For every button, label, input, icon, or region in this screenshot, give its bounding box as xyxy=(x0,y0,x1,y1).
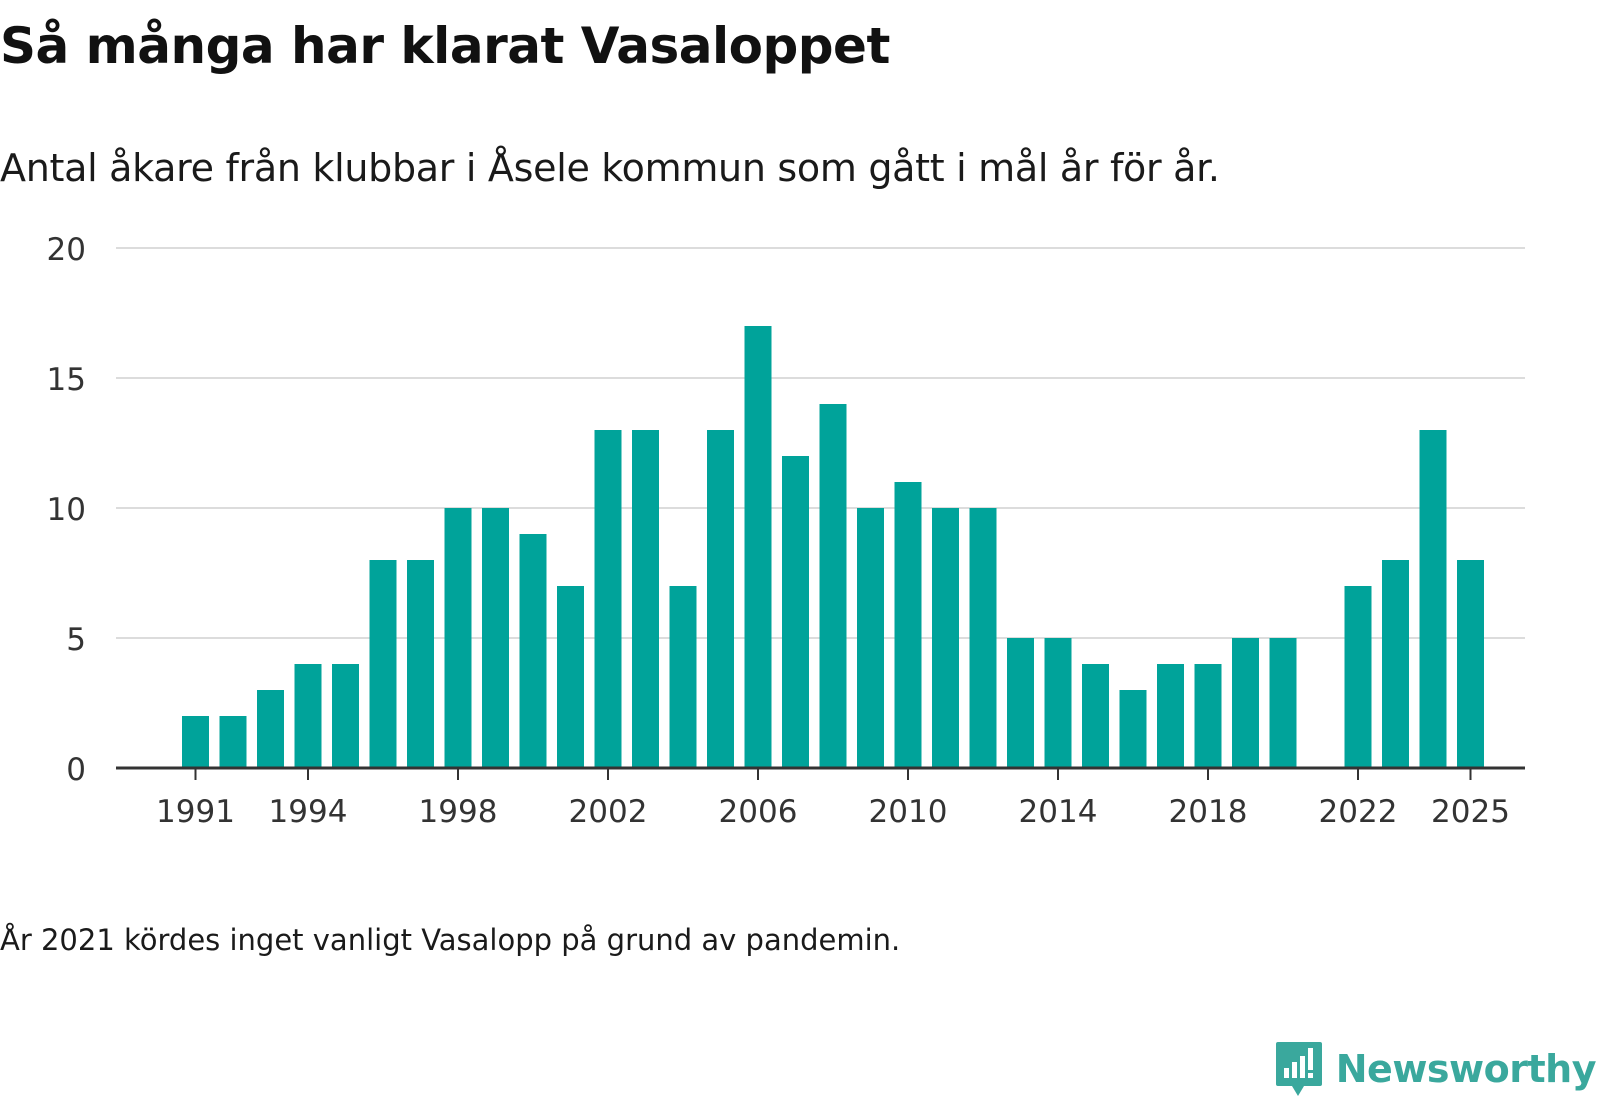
chart-title: Så många har klarat Vasaloppet xyxy=(0,17,890,75)
bar-2001 xyxy=(557,586,584,768)
bar-chart: 0 5 10 15 20 1991 1994 1998 2002 2006 2010 2014 201… xyxy=(47,232,1525,830)
bar-2018 xyxy=(1194,664,1222,768)
x-tick-label: 2010 xyxy=(869,794,948,830)
bar-1993 xyxy=(257,690,284,768)
bar-2004 xyxy=(669,586,697,768)
bar-2017 xyxy=(1157,664,1184,768)
newsworthy-logo-icon xyxy=(1275,1042,1322,1096)
brand-logo: Newsworthy xyxy=(1274,1040,1597,1098)
bar-2014 xyxy=(1044,638,1072,768)
bar-1998 xyxy=(444,508,472,768)
bar-2007 xyxy=(782,456,809,768)
bar-1999 xyxy=(482,508,509,768)
bar-2010 xyxy=(894,482,922,768)
x-tick-label: 1991 xyxy=(156,794,235,830)
bar-1995 xyxy=(332,664,359,768)
y-tick-label: 10 xyxy=(47,492,86,528)
bar-2023 xyxy=(1382,560,1409,768)
bar-2008 xyxy=(819,404,847,768)
chart-subtitle: Antal åkare från klubbar i Åsele kommun … xyxy=(0,146,1220,190)
bar-2016 xyxy=(1119,690,1147,768)
x-tick-label: 2025 xyxy=(1431,794,1510,830)
bar-1994 xyxy=(294,664,322,768)
y-tick-label: 15 xyxy=(47,362,86,398)
bar-2024 xyxy=(1419,430,1447,768)
x-tick-label: 1994 xyxy=(269,794,348,830)
bar-2015 xyxy=(1082,664,1109,768)
bar-2022 xyxy=(1344,586,1372,768)
y-tick-label: 5 xyxy=(66,622,86,658)
x-tick-label: 2022 xyxy=(1319,794,1398,830)
footnote: År 2021 kördes inget vanligt Vasalopp på… xyxy=(0,923,901,957)
x-tick-label: 2002 xyxy=(569,794,648,830)
bar-2012 xyxy=(969,508,997,768)
y-tick-label: 0 xyxy=(66,752,86,788)
x-axis-ticks: 1991 1994 1998 2002 2006 2010 2014 2018 2022 2025 xyxy=(156,768,1510,830)
x-tick-label: 2014 xyxy=(1019,794,1098,830)
y-tick-label: 20 xyxy=(47,232,86,268)
x-tick-label: 2006 xyxy=(719,794,798,830)
bar-2000 xyxy=(519,534,547,768)
bar-2025 xyxy=(1457,560,1484,768)
bar-2009 xyxy=(857,508,884,768)
x-tick-label: 2018 xyxy=(1169,794,1248,830)
bar-2006 xyxy=(744,326,772,768)
y-axis-ticks: 0 5 10 15 20 xyxy=(47,232,86,788)
bar-2002 xyxy=(594,430,622,768)
bar-2003 xyxy=(632,430,659,768)
bar-2013 xyxy=(1007,638,1034,768)
x-tick-label: 1998 xyxy=(419,794,498,830)
bar-2019 xyxy=(1232,638,1259,768)
brand-name: Newsworthy xyxy=(1335,1047,1597,1091)
bar-1992 xyxy=(219,716,247,768)
bar-1996 xyxy=(369,560,397,768)
bar-2011 xyxy=(932,508,959,768)
bar-2005 xyxy=(707,430,734,768)
bar-2020 xyxy=(1269,638,1297,768)
bar-1997 xyxy=(407,560,434,768)
bars xyxy=(182,326,1484,768)
bar-1991 xyxy=(182,716,209,768)
